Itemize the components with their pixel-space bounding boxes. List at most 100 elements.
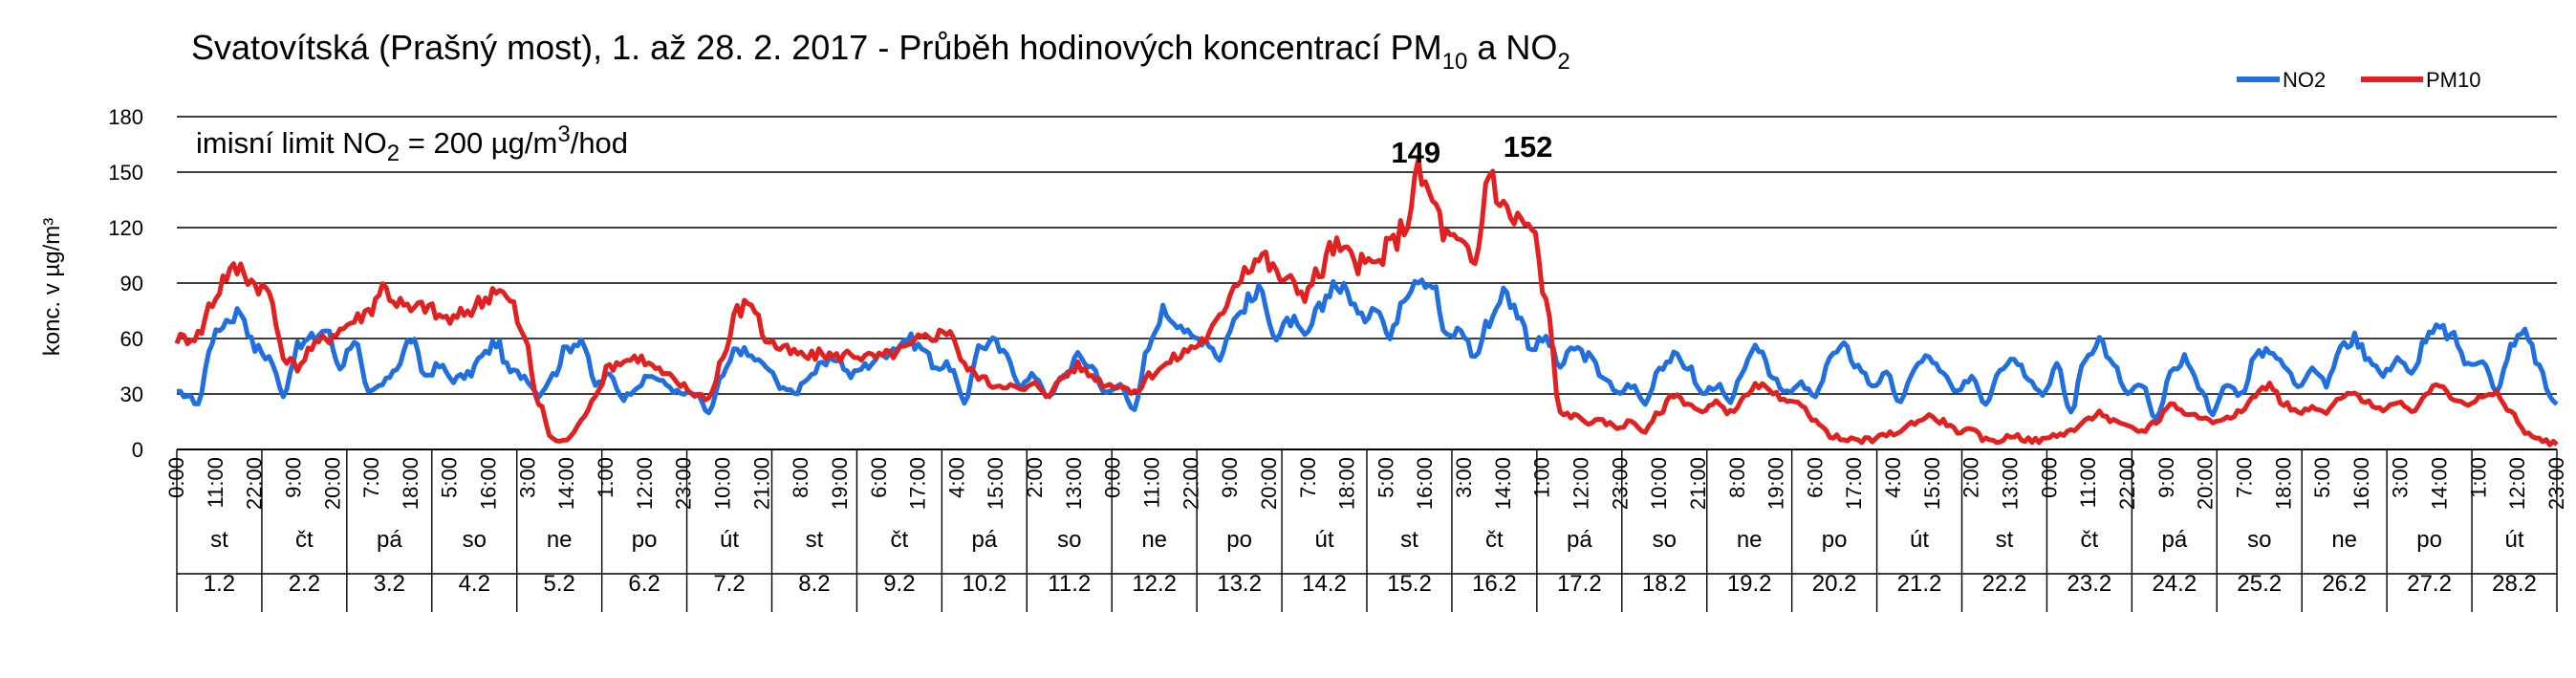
x-time-label: 8:00 [789,457,812,498]
x-day-label: út [1910,527,1929,553]
x-time-label: 5:00 [1374,457,1397,498]
x-time-label: 0:00 [1101,457,1125,498]
x-time-label: 23:00 [2544,457,2568,510]
x-time-label: 6:00 [1803,457,1827,498]
x-time-label: 15:00 [1920,457,1944,510]
x-time-label: 13:00 [1999,457,2023,510]
x-day-label: so [1653,527,1677,553]
x-date-label: 7.2 [713,571,745,597]
x-time-label: 19:00 [828,457,852,510]
x-time-label: 22:00 [243,457,267,510]
x-time-label: 14:00 [1491,457,1515,510]
chart-title-pm-sub: 10 [1442,49,1468,75]
y-tick-label: 150 [108,161,143,185]
x-time-label: 7:00 [1296,457,1320,498]
x-day-label: st [210,527,228,553]
limit-annotation-post: /hod [571,126,628,160]
series-line-no2 [176,277,2559,423]
x-time-label: 22:00 [2115,457,2139,510]
x-date-label: 28.2 [2492,571,2537,597]
x-date-label: 26.2 [2322,571,2367,597]
x-date-label: 19.2 [1727,571,1772,597]
x-date-label: 16.2 [1472,571,1517,597]
x-day-label: st [1996,527,2014,553]
peak-labels: 149 152 [1391,130,1552,169]
chart-title-no-sub: 2 [1557,49,1569,75]
x-day-label: čt [891,527,909,553]
chart-title-main: Svatovítská (Prašný most), 1. až 28. 2. … [191,28,1442,67]
x-date-label: 21.2 [1897,571,1942,597]
peak-label: 152 [1504,130,1553,164]
x-time-label: 7:00 [359,457,383,498]
x-day-label: so [1057,527,1081,553]
x-date-label: 6.2 [628,571,660,597]
x-date-label: 25.2 [2237,571,2282,597]
x-day-label: so [463,527,487,553]
limit-annotation-mid: = 200 µg/m [400,126,557,160]
x-time-label: 17:00 [906,457,930,510]
x-day-label: čt [295,527,314,553]
x-time-label: 3:00 [515,457,539,498]
limit-annotation-sub: 2 [387,141,400,166]
x-day-label: ne [2331,527,2357,553]
x-day-label: st [806,527,824,553]
x-time-label: 9:00 [2154,457,2178,498]
x-time-label: 11:00 [2076,457,2100,508]
x-time-label: 20:00 [2194,457,2218,510]
x-date-label: 1.2 [204,571,235,597]
x-day-label: út [720,527,739,553]
x-time-label: 22:00 [1179,457,1202,510]
peak-label: 149 [1391,136,1440,169]
x-date-label: 24.2 [2152,571,2197,597]
x-time-label: 3:00 [2389,457,2413,498]
x-axis: st 1.2 čt 2.2 pá 3.2 so 4.2 ne 5.2 po 6.2 út 7.2 st 8.2… [164,448,2568,612]
legend-label-no2: NO2 [2283,68,2326,92]
x-day-label: út [1315,527,1334,553]
x-time-label: 12:00 [633,457,657,510]
x-time-label: 18:00 [399,457,422,510]
x-time-label: 0:00 [2037,457,2061,498]
x-date-label: 20.2 [1812,571,1857,597]
x-time-label: 1:00 [594,457,617,498]
x-day-label: ne [1737,527,1763,553]
x-time-label: 1:00 [2466,457,2490,498]
y-tick-label: 180 [108,105,143,129]
x-time-label: 5:00 [438,457,462,498]
x-time-label: 4:00 [1881,457,1905,498]
x-time-label: 9:00 [282,457,306,498]
x-time-label: 1:00 [1530,457,1554,498]
x-date-label: 12.2 [1132,571,1177,597]
x-day-label: po [1226,527,1252,553]
limit-annotation: imisní limit NO2 = 200 µg/m3/hod [196,121,628,166]
x-date-label: 27.2 [2407,571,2452,597]
x-date-label: 10.2 [962,571,1007,597]
x-time-label: 10:00 [1647,457,1671,510]
x-date-label: 22.2 [1982,571,2027,597]
x-date-label: 23.2 [2067,571,2112,597]
x-day-label: čt [2081,527,2099,553]
x-time-label: 7:00 [2232,457,2256,498]
x-time-label: 19:00 [1764,457,1788,510]
x-time-label: 5:00 [2310,457,2334,498]
series-lines [174,157,2559,448]
x-time-label: 6:00 [867,457,891,498]
x-time-label: 23:00 [1608,457,1632,510]
x-time-label: 3:00 [1452,457,1476,498]
x-time-label: 9:00 [1218,457,1242,498]
x-date-label: 9.2 [883,571,915,597]
x-time-label: 16:00 [2349,457,2373,510]
x-time-label: 16:00 [477,457,501,510]
x-time-label: 2:00 [1959,457,1983,498]
x-day-label: ne [1141,527,1167,553]
x-time-label: 11:00 [1140,457,1164,508]
limit-annotation-pre: imisní limit NO [196,126,387,160]
x-time-label: 21:00 [749,457,773,510]
x-date-label: 4.2 [459,571,490,597]
x-date-label: 18.2 [1642,571,1687,597]
x-time-label: 14:00 [554,457,578,510]
x-date-label: 17.2 [1557,571,1602,597]
chart-title-mid: a NO [1467,28,1557,67]
x-date-label: 2.2 [289,571,320,597]
x-day-label: pá [2161,527,2187,553]
